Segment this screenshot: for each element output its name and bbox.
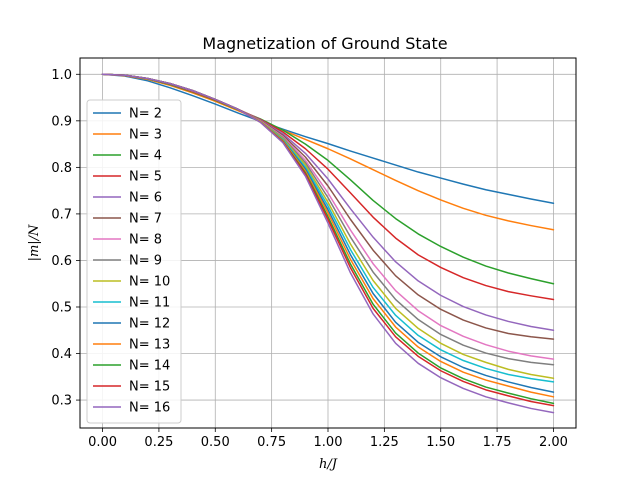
- legend: N= 2 N= 3 N= 4 N= 5 N= 6 N= 7 N= 8 N= 9 N= 10 N= …: [86, 99, 182, 424]
- legend-label: N= 6: [129, 191, 162, 206]
- y-tick-label: 0.4: [51, 347, 72, 362]
- x-axis-label: h/J: [319, 457, 338, 472]
- legend-label: N= 9: [129, 254, 162, 269]
- y-tick-label: 0.5: [51, 300, 72, 315]
- y-tick-label: 0.7: [51, 207, 72, 222]
- x-tick-label: 1.00: [314, 435, 343, 450]
- series-line: [101, 73, 555, 231]
- legend-label: N= 2: [129, 107, 162, 122]
- legend-label: N= 13: [129, 338, 170, 353]
- x-tick-label: 1.25: [370, 435, 399, 450]
- x-tick-label: 0.75: [257, 435, 286, 450]
- x-axis-ticks: 0.00 0.25 0.50 0.75 1.00 1.25 1.50 1.75 2.00: [88, 428, 568, 450]
- x-tick-label: 0.50: [201, 435, 230, 450]
- legend-label: N= 15: [129, 380, 170, 395]
- y-tick-label: 1.0: [51, 68, 72, 83]
- y-axis-label: |m|/N: [27, 224, 42, 261]
- legend-label: N= 11: [129, 296, 170, 311]
- y-tick-label: 0.8: [51, 161, 72, 176]
- legend-label: N= 8: [129, 233, 162, 248]
- legend-label: N= 10: [129, 275, 170, 290]
- y-tick-label: 0.6: [51, 254, 72, 269]
- legend-label: N= 16: [129, 401, 170, 416]
- legend-box: [86, 99, 182, 424]
- legend-label: N= 14: [129, 359, 170, 374]
- series-line: [101, 73, 555, 414]
- x-tick-label: 0.00: [88, 435, 117, 450]
- legend-label: N= 7: [129, 212, 162, 227]
- series-lines: [101, 73, 555, 414]
- x-tick-label: 2.00: [539, 435, 568, 450]
- chart-title: Magnetization of Ground State: [202, 34, 447, 53]
- y-tick-label: 0.9: [51, 114, 72, 129]
- legend-label: N= 5: [129, 170, 162, 185]
- series-line: [101, 73, 555, 204]
- legend-label: N= 12: [129, 317, 170, 332]
- y-axis-ticks: 0.3 0.4 0.5 0.6 0.7 0.8 0.9 1.0: [51, 68, 80, 409]
- x-tick-label: 1.50: [426, 435, 455, 450]
- legend-label: N= 3: [129, 128, 162, 143]
- x-tick-label: 0.25: [144, 435, 173, 450]
- x-tick-label: 1.75: [483, 435, 512, 450]
- y-tick-label: 0.3: [51, 394, 72, 409]
- legend-label: N= 4: [129, 149, 162, 164]
